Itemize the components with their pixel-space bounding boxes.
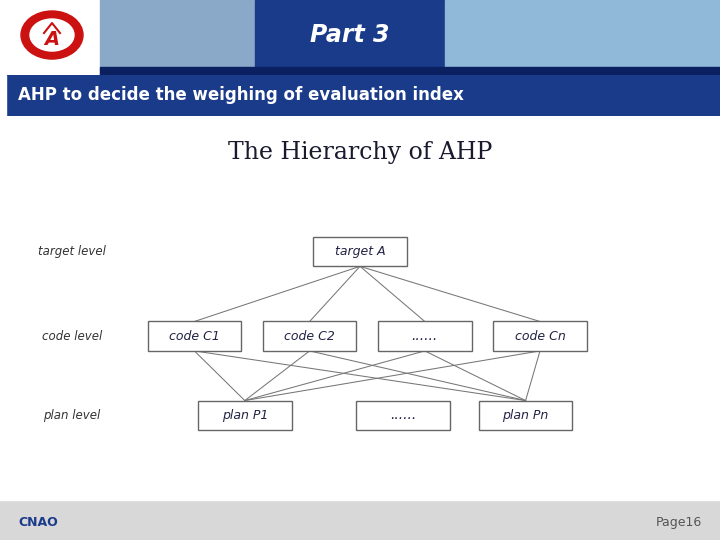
Text: ......: ...... — [390, 408, 416, 422]
Text: plan level: plan level — [43, 409, 101, 422]
Text: CNAO: CNAO — [18, 516, 58, 529]
Text: target A: target A — [335, 245, 385, 258]
Bar — [0, 483, 720, 500]
Text: Part 3: Part 3 — [310, 23, 390, 47]
Text: code C2: code C2 — [284, 330, 335, 343]
Text: The Hierarchy of AHP: The Hierarchy of AHP — [228, 141, 492, 164]
Text: A: A — [45, 30, 60, 49]
Text: code level: code level — [42, 330, 102, 343]
Bar — [100, 0, 255, 75]
Bar — [100, 67, 720, 75]
Text: AHP to decide the weighing of evaluation index: AHP to decide the weighing of evaluation… — [18, 86, 464, 104]
Bar — [198, 401, 292, 430]
Ellipse shape — [16, 6, 88, 64]
Bar — [0, 75, 6, 116]
Text: code Cn: code Cn — [515, 330, 565, 343]
Bar — [445, 0, 720, 75]
Text: Page16: Page16 — [656, 516, 702, 529]
Bar — [356, 401, 450, 430]
Bar — [0, 0, 100, 75]
Text: code C1: code C1 — [169, 330, 220, 343]
Bar — [313, 237, 407, 266]
Text: target level: target level — [38, 245, 106, 258]
Text: plan P1: plan P1 — [222, 409, 268, 422]
Bar — [378, 321, 472, 351]
Text: ......: ...... — [412, 329, 438, 343]
Bar — [493, 321, 587, 351]
Ellipse shape — [30, 19, 74, 51]
Bar — [263, 321, 356, 351]
Bar — [148, 321, 241, 351]
Ellipse shape — [21, 11, 83, 59]
Bar — [479, 401, 572, 430]
Bar — [255, 0, 445, 75]
Text: plan Pn: plan Pn — [503, 409, 549, 422]
